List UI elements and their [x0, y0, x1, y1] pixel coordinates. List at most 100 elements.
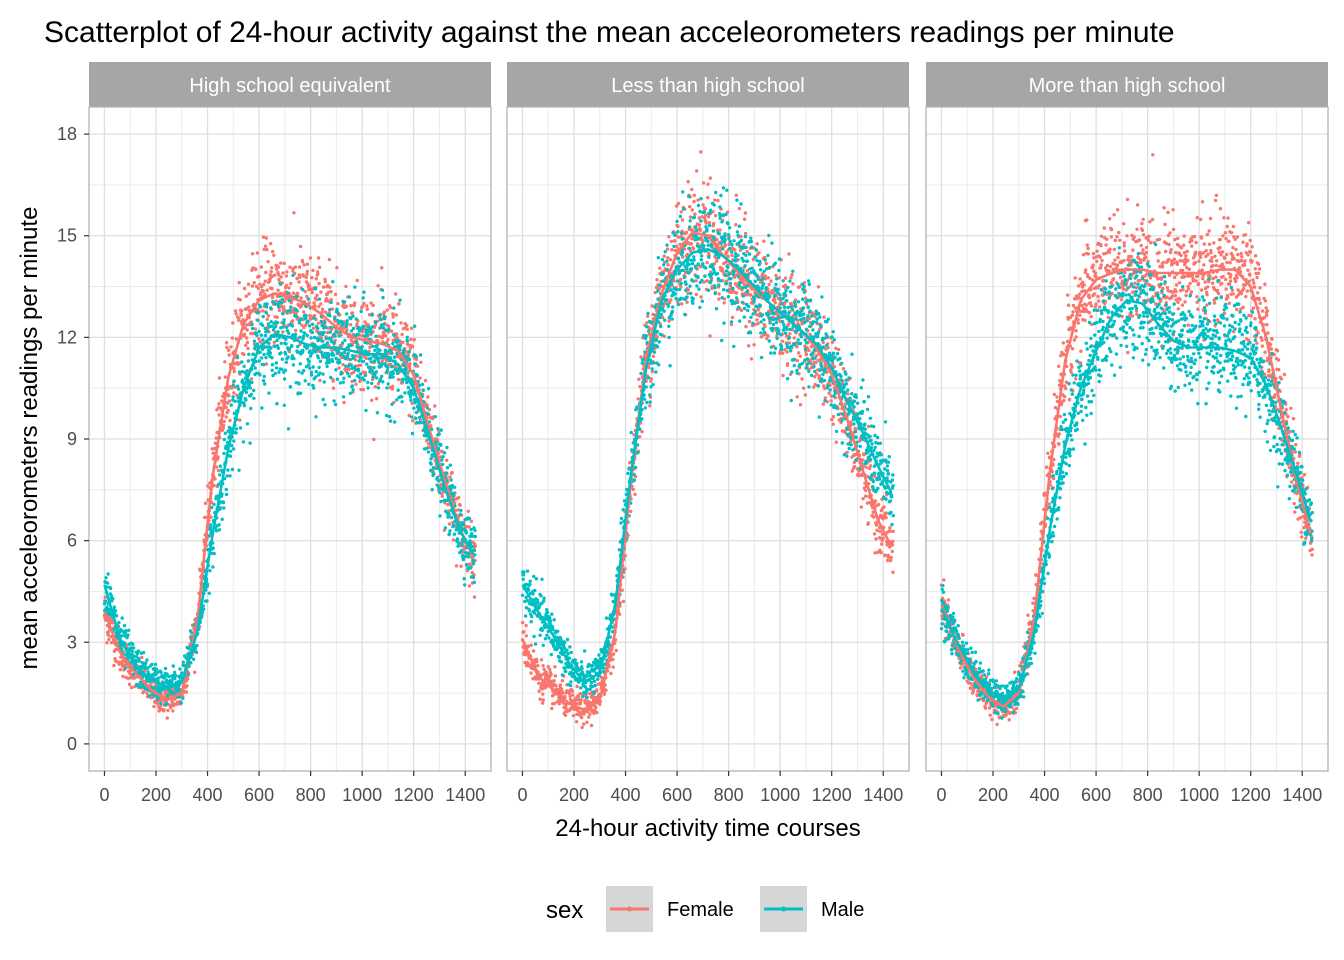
- scatter-point: [364, 356, 368, 361]
- scatter-point: [351, 370, 356, 374]
- scatter-point: [458, 512, 462, 516]
- x-tick-label: 200: [141, 785, 171, 805]
- scatter-point: [467, 584, 472, 588]
- x-tick-label: 800: [296, 785, 326, 805]
- scatter-point: [679, 210, 683, 214]
- scatter-point: [282, 305, 286, 309]
- scatter-point: [136, 649, 141, 653]
- scatter-point: [389, 351, 394, 355]
- scatter-point: [262, 345, 267, 350]
- scatter-point: [211, 451, 215, 455]
- scatter-point: [262, 374, 266, 379]
- scatter-point: [441, 455, 445, 459]
- scatter-point: [351, 388, 355, 392]
- scatter-point: [103, 595, 107, 599]
- scatter-point: [255, 307, 260, 312]
- scatter-point: [597, 653, 601, 657]
- scatter-point: [552, 618, 556, 622]
- scatter-point: [313, 287, 318, 291]
- scatter-point: [359, 356, 363, 360]
- y-tick-label: 6: [67, 531, 77, 551]
- scatter-point: [883, 553, 887, 558]
- scatter-point: [795, 359, 800, 363]
- scatter-point: [644, 385, 648, 389]
- scatter-point: [800, 377, 804, 381]
- scatter-point: [420, 382, 425, 387]
- scatter-point: [264, 362, 269, 366]
- scatter-point: [300, 287, 305, 292]
- scatter-point: [235, 393, 239, 397]
- scatter-point: [521, 620, 525, 625]
- scatter-point: [547, 636, 551, 640]
- scatter-point: [230, 467, 235, 472]
- scatter-point: [445, 445, 449, 450]
- scatter-point: [341, 320, 345, 325]
- scatter-point: [330, 307, 335, 311]
- scatter-point: [288, 385, 293, 389]
- scatter-point: [107, 637, 111, 642]
- scatter-point: [391, 371, 395, 376]
- scatter-point: [386, 365, 390, 369]
- scatter-point: [356, 367, 361, 372]
- scatter-point: [276, 288, 280, 292]
- scatter-point: [229, 403, 233, 407]
- scatter-point: [270, 295, 275, 300]
- scatter-point: [376, 386, 381, 390]
- scatter-point: [435, 475, 440, 480]
- scatter-point: [349, 343, 353, 348]
- scatter-point: [563, 713, 568, 717]
- scatter-point: [752, 343, 756, 347]
- scatter-point: [346, 351, 350, 356]
- scatter-point: [316, 256, 321, 260]
- scatter-point: [881, 536, 885, 540]
- scatter-point: [350, 384, 355, 388]
- scatter-point: [704, 221, 708, 225]
- scatter-point: [464, 531, 468, 535]
- scatter-point: [656, 289, 660, 293]
- scatter-point: [231, 395, 235, 399]
- scatter-point: [264, 355, 268, 360]
- scatter-point: [407, 413, 411, 418]
- scatter-point: [309, 336, 313, 340]
- scatter-point: [756, 308, 761, 312]
- scatter-point: [813, 375, 817, 379]
- scatter-point: [392, 355, 397, 359]
- scatter-point: [694, 292, 699, 297]
- scatter-point: [355, 341, 359, 345]
- scatter-point: [408, 395, 413, 399]
- scatter-point: [299, 329, 303, 333]
- scatter-point: [289, 305, 293, 309]
- scatter-point: [261, 338, 265, 342]
- scatter-point: [374, 370, 378, 374]
- scatter-point: [269, 269, 273, 274]
- scatter-point: [311, 322, 315, 326]
- scatter-point: [373, 348, 377, 352]
- scatter-point: [884, 516, 888, 520]
- scatter-point: [785, 362, 790, 366]
- scatter-point: [699, 295, 703, 299]
- scatter-point: [307, 284, 311, 288]
- scatter-point: [543, 637, 548, 641]
- scatter-point: [106, 633, 110, 637]
- scatter-point: [308, 366, 312, 370]
- scatter-point: [425, 406, 430, 410]
- scatter-point: [550, 706, 554, 711]
- scatter-point: [299, 304, 304, 308]
- scatter-point: [118, 668, 123, 672]
- scatter-point: [334, 356, 338, 361]
- scatter-point: [282, 377, 287, 381]
- scatter-point: [291, 269, 295, 273]
- scatter-point: [391, 341, 395, 346]
- scatter-point: [789, 276, 793, 280]
- scatter-point: [209, 515, 213, 519]
- scatter-point: [667, 324, 671, 328]
- scatter-point: [306, 363, 311, 367]
- scatter-point: [127, 628, 131, 632]
- scatter-point: [250, 252, 255, 256]
- scatter-point: [141, 650, 146, 655]
- scatter-point: [362, 378, 366, 382]
- scatter-point: [575, 684, 579, 689]
- scatter-point: [564, 669, 568, 674]
- scatter-point: [283, 352, 288, 356]
- scatter-point: [170, 679, 174, 683]
